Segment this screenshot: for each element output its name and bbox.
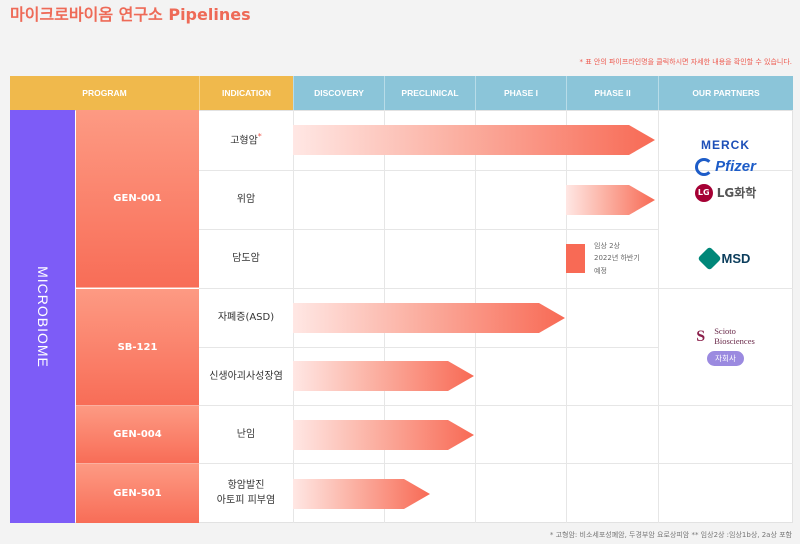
indication-label: 고형암* xyxy=(230,132,262,147)
indication-label: 난임 xyxy=(236,428,256,440)
header-partners: OUR PARTNERS xyxy=(658,76,793,110)
indication-solid-tumor[interactable]: 고형암* xyxy=(199,110,293,170)
indication-nec[interactable]: 신생아괴사성장염 xyxy=(199,347,293,405)
msd-logo: MSD xyxy=(697,246,750,271)
indication-biliary-cancer[interactable]: 담도암 xyxy=(199,229,293,288)
progress-arrow-solid-tumor[interactable] xyxy=(293,125,655,155)
lg-chem-logo: LG LG화학 xyxy=(694,183,756,202)
click-note: * 표 안의 파이프라인명을 클릭하시면 자세한 내용을 확인할 수 있습니다. xyxy=(579,58,792,66)
page-title: 마이크로바이옴 연구소 Pipelines xyxy=(10,5,251,24)
lg-icon: LG xyxy=(694,183,713,202)
indication-label: 아토피 피부염 xyxy=(216,495,276,506)
progress-arrow-asd[interactable] xyxy=(293,303,565,333)
indication-label: 자폐증(ASD) xyxy=(217,312,275,323)
merck-logo: MERCK xyxy=(701,137,750,152)
indication-label: 담도암 xyxy=(232,253,260,264)
progress-arrow-infertility[interactable] xyxy=(293,420,474,450)
category-label: MICROBIOME xyxy=(34,265,51,368)
row-divider xyxy=(199,288,793,289)
progress-arrow-nec[interactable] xyxy=(293,361,474,391)
program-sb-121[interactable]: SB-121 xyxy=(76,289,199,406)
row-divider xyxy=(199,405,793,406)
row-divider xyxy=(199,170,793,171)
header-program: PROGRAM xyxy=(10,76,199,110)
pfizer-icon xyxy=(695,157,714,176)
scioto-logo: S Scioto Biosciences xyxy=(696,326,755,346)
row-divider xyxy=(199,347,658,348)
row-divider xyxy=(199,229,658,230)
indication-infertility[interactable]: 난임 xyxy=(199,405,293,463)
partners-msd: MSD xyxy=(658,229,793,288)
program-gen-501[interactable]: GEN-501 xyxy=(76,464,199,523)
progress-arrow-rash-atopic[interactable] xyxy=(293,479,430,509)
program-gen-004[interactable]: GEN-004 xyxy=(76,406,199,464)
grid-divider xyxy=(566,110,567,523)
indication-label: 항암발진 xyxy=(227,480,265,491)
indication-label: 신생아괴사성장염 xyxy=(209,370,283,382)
row-divider xyxy=(199,463,793,464)
indication-rash-atopic[interactable]: 항암발진 아토피 피부염 xyxy=(199,463,293,523)
grid-divider xyxy=(658,110,659,523)
pfizer-logo: Pfizer xyxy=(695,157,756,176)
indication-label: 위암 xyxy=(236,194,256,205)
header-discovery: DISCOVERY xyxy=(293,76,384,110)
header-phase2: PHASE II xyxy=(566,76,658,110)
footnote-mark: * xyxy=(257,132,262,142)
indication-gastric-cancer[interactable]: 위암 xyxy=(199,170,293,229)
program-gen-001[interactable]: GEN-001 xyxy=(76,110,199,288)
header-phase1: PHASE I xyxy=(475,76,566,110)
indication-asd[interactable]: 자폐증(ASD) xyxy=(199,288,293,347)
phase-plan-note: 임상 2상 2022년 하반기 예정 xyxy=(594,242,640,275)
partners-gen-001: MERCK Pfizer LG LG화학 xyxy=(658,110,793,229)
scioto-icon: S xyxy=(696,328,706,345)
footnote: * 고형암: 비소세포성폐암, 두경부암 요로상피암 ** 임상2상 :임상1b… xyxy=(549,531,792,539)
msd-icon xyxy=(697,246,722,271)
subsidiary-badge: 자회사 xyxy=(707,351,744,366)
category-microbiome: MICROBIOME xyxy=(10,110,75,523)
progress-bar-biliary[interactable] xyxy=(566,244,585,273)
partners-sb-121: S Scioto Biosciences 자회사 xyxy=(658,288,793,405)
header-preclinical: PRECLINICAL xyxy=(384,76,475,110)
header-indication: INDICATION xyxy=(199,76,293,110)
